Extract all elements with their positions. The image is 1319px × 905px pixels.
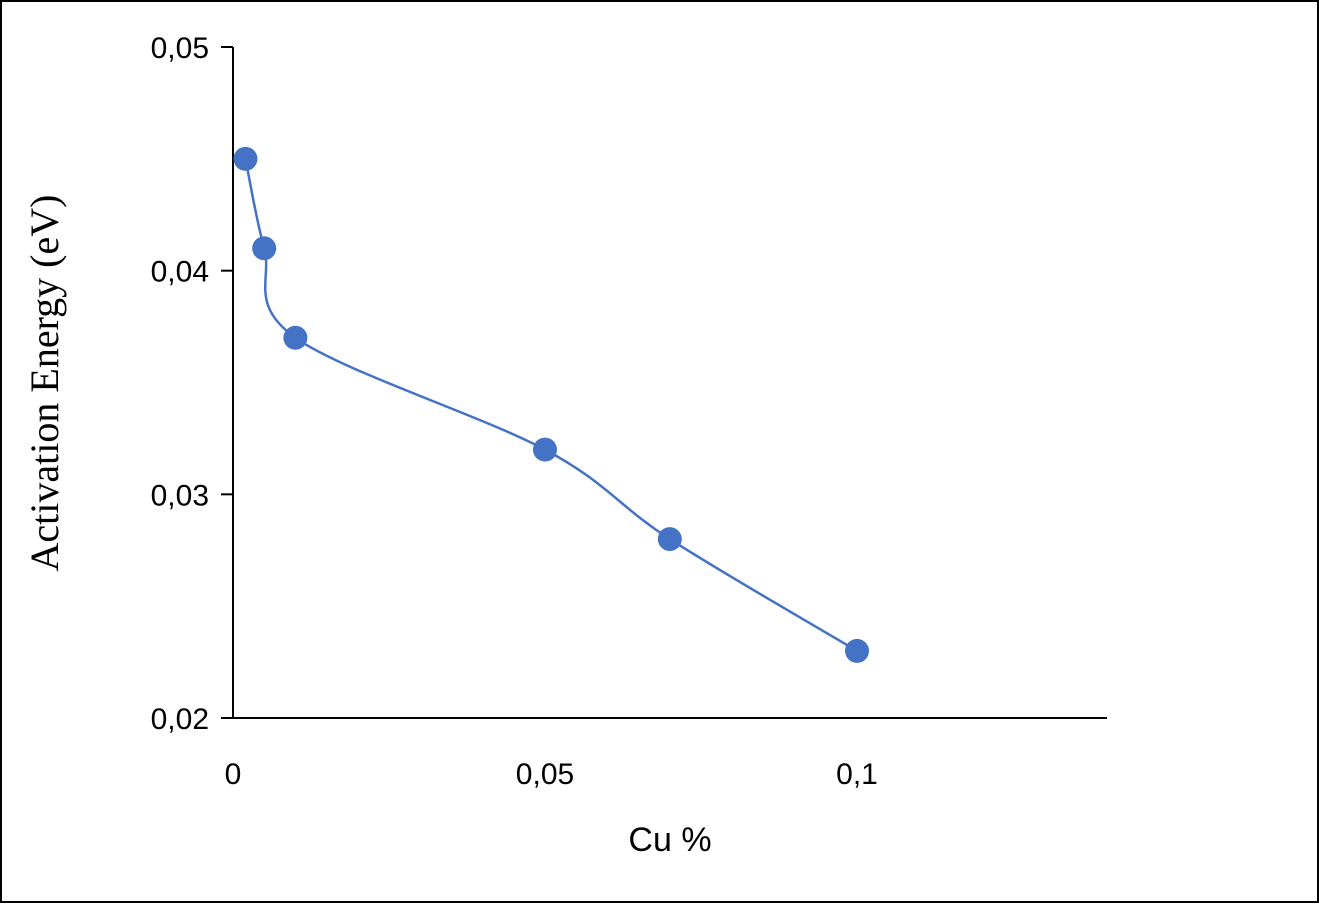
data-point: [283, 325, 308, 350]
y-tick-label: 0,05: [151, 32, 209, 65]
x-tick-label: 0: [225, 758, 242, 791]
y-axis-label: Activation Energy (eV): [22, 195, 67, 572]
x-tick-label: 0,1: [836, 758, 878, 791]
series-layer: [233, 146, 869, 663]
x-axis-label: Cu %: [628, 821, 711, 859]
x-tick-label: 0,05: [516, 758, 574, 791]
y-ticks: 0,02 0,03 0,04 0,05: [151, 32, 233, 736]
y-tick-label: 0,04: [151, 256, 209, 289]
data-point: [233, 146, 258, 171]
data-point: [252, 236, 277, 261]
y-tick-label: 0,03: [151, 479, 209, 512]
y-tick-label: 0,02: [151, 703, 209, 736]
x-ticks: 0 0,05 0,1: [225, 758, 878, 791]
series-line: [244, 158, 858, 652]
data-point: [533, 437, 557, 462]
axes: [232, 47, 1107, 719]
data-point: [845, 638, 869, 663]
data-point: [657, 527, 682, 552]
